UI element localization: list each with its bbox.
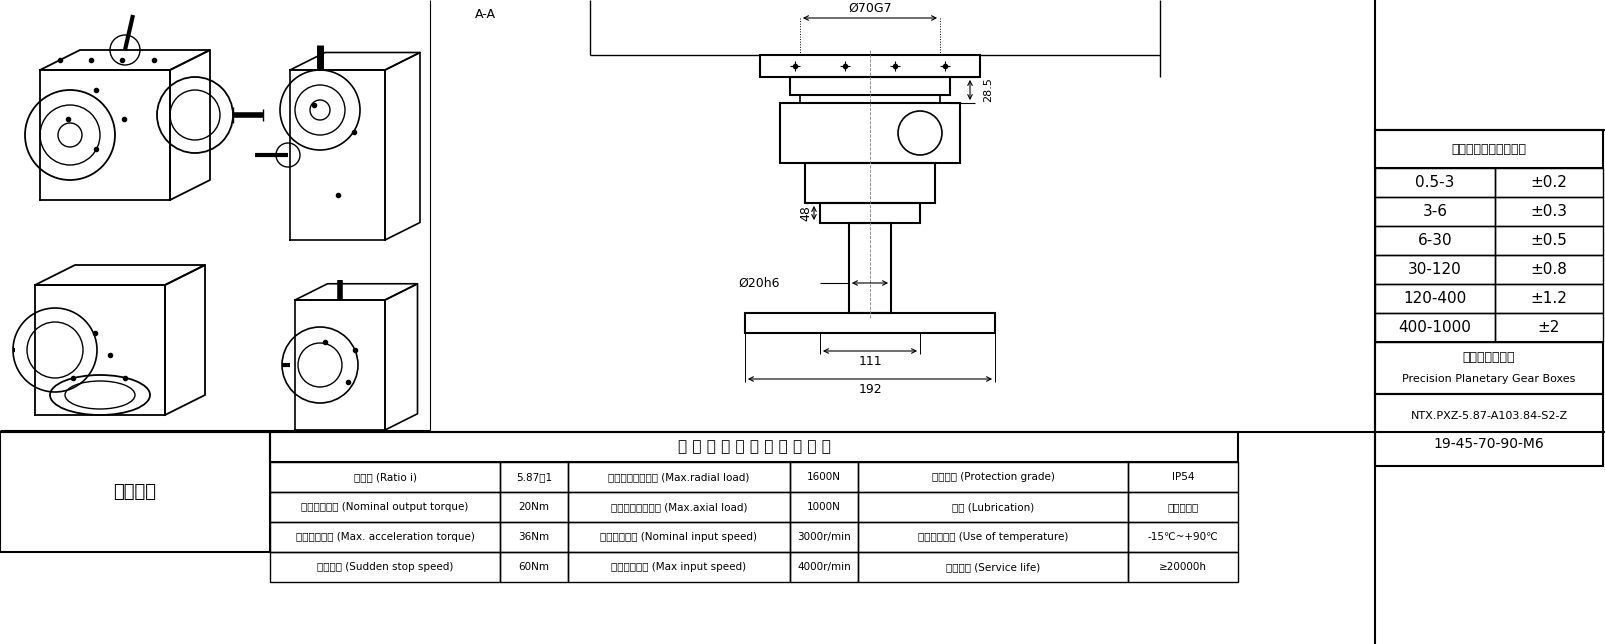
Text: NTX.PXZ-5.87-A103.84-S2-Z: NTX.PXZ-5.87-A103.84-S2-Z	[1411, 411, 1568, 421]
Text: 20Nm: 20Nm	[518, 502, 549, 512]
Bar	[1375, 226, 1494, 255]
Bar	[1494, 197, 1603, 226]
Bar	[1494, 255, 1603, 284]
Bar	[1375, 313, 1494, 342]
Bar	[1375, 342, 1603, 394]
Text: ±0.5: ±0.5	[1531, 233, 1568, 248]
Bar	[1128, 522, 1237, 552]
Bar	[501, 552, 568, 582]
Text: 使用寿命 (Service life): 使用寿命 (Service life)	[945, 562, 1040, 572]
Bar	[849, 223, 891, 313]
Text: 5.87：1: 5.87：1	[515, 472, 552, 482]
Bar	[1494, 313, 1603, 342]
Bar	[501, 522, 568, 552]
Text: 120-400: 120-400	[1403, 291, 1467, 306]
Text: ±0.3: ±0.3	[1531, 204, 1568, 219]
Text: 容许最大径向载荷 (Max.radial load): 容许最大径向载荷 (Max.radial load)	[608, 472, 750, 482]
Text: 最大输入转速 (Max input speed): 最大输入转速 (Max input speed)	[612, 562, 746, 572]
Text: Precision Planetary Gear Boxes: Precision Planetary Gear Boxes	[1403, 374, 1576, 384]
Text: ±0.2: ±0.2	[1531, 175, 1568, 190]
Text: 111: 111	[859, 354, 881, 368]
Text: 使用环境温度 (Use of temperature): 使用环境温度 (Use of temperature)	[918, 532, 1069, 542]
Bar	[780, 103, 960, 163]
Text: 精 密 行 星 减 速 机 技 术 参 数: 精 密 行 星 减 速 机 技 术 参 数	[677, 439, 830, 455]
Bar	[761, 55, 981, 77]
Bar	[270, 462, 501, 492]
Bar	[0, 432, 270, 552]
Text: A-A: A-A	[475, 8, 496, 21]
Text: 额定输入转速 (Nominal input speed): 额定输入转速 (Nominal input speed)	[600, 532, 758, 542]
Text: 36Nm: 36Nm	[518, 532, 549, 542]
Bar	[270, 552, 501, 582]
Bar	[1375, 394, 1603, 466]
Bar	[859, 462, 1128, 492]
Text: ±1.2: ±1.2	[1531, 291, 1568, 306]
Bar	[790, 77, 950, 95]
Text: 防护等级 (Protection grade): 防护等级 (Protection grade)	[931, 472, 1054, 482]
Text: 特殊注明: 特殊注明	[114, 483, 157, 501]
Bar	[1128, 552, 1237, 582]
Text: 额定承载扭矩 (Nominal output torque): 额定承载扭矩 (Nominal output torque)	[302, 502, 469, 512]
Bar	[859, 522, 1128, 552]
Text: 1600N: 1600N	[807, 472, 841, 482]
Text: 30-120: 30-120	[1408, 262, 1462, 277]
Text: 60Nm: 60Nm	[518, 562, 549, 572]
Bar	[859, 492, 1128, 522]
Text: 3-6: 3-6	[1422, 204, 1448, 219]
Text: 容许最大轴向载荷 (Max.axial load): 容许最大轴向载荷 (Max.axial load)	[612, 502, 748, 512]
Bar	[790, 462, 859, 492]
Text: Ø70G7: Ø70G7	[847, 1, 892, 15]
Text: 减速比 (Ratio i): 减速比 (Ratio i)	[353, 472, 417, 482]
Text: 192: 192	[859, 383, 881, 395]
Text: 4000r/min: 4000r/min	[798, 562, 851, 572]
Bar	[859, 552, 1128, 582]
Bar	[270, 492, 501, 522]
Bar	[1375, 168, 1494, 197]
Bar	[806, 163, 936, 203]
Text: 未注线性尺寸极限偏差: 未注线性尺寸极限偏差	[1451, 142, 1526, 155]
Text: 6-30: 6-30	[1417, 233, 1453, 248]
Bar	[790, 552, 859, 582]
Bar	[501, 492, 568, 522]
Bar	[270, 522, 501, 552]
Text: 润滑 (Lubrication): 润滑 (Lubrication)	[952, 502, 1034, 512]
Bar	[1494, 168, 1603, 197]
Bar	[745, 313, 995, 333]
Bar	[820, 203, 920, 223]
Text: 3000r/min: 3000r/min	[798, 532, 851, 542]
Bar	[568, 492, 790, 522]
Bar	[270, 432, 1237, 462]
Bar	[1494, 226, 1603, 255]
Text: 合成润滑脂: 合成润滑脂	[1167, 502, 1199, 512]
Text: Ø20h6: Ø20h6	[738, 276, 780, 290]
Bar	[1375, 255, 1494, 284]
Text: 48: 48	[799, 205, 812, 221]
Text: IP54: IP54	[1172, 472, 1194, 482]
Text: 急停扭矩 (Sudden stop speed): 急停扭矩 (Sudden stop speed)	[316, 562, 453, 572]
Text: 1000N: 1000N	[807, 502, 841, 512]
Text: ±0.8: ±0.8	[1531, 262, 1568, 277]
Text: ±2: ±2	[1538, 320, 1560, 335]
Text: 28.5: 28.5	[982, 77, 993, 102]
Bar	[568, 552, 790, 582]
Bar	[1128, 492, 1237, 522]
Bar	[568, 522, 790, 552]
Bar	[1375, 130, 1603, 168]
Bar	[790, 492, 859, 522]
Bar	[1375, 284, 1494, 313]
Text: 最大加速力矩 (Max. acceleration torque): 最大加速力矩 (Max. acceleration torque)	[295, 532, 475, 542]
Text: 400-1000: 400-1000	[1398, 320, 1472, 335]
Bar	[790, 522, 859, 552]
Text: 19-45-70-90-M6: 19-45-70-90-M6	[1433, 437, 1544, 451]
Bar	[501, 462, 568, 492]
Bar	[799, 95, 941, 103]
Text: -15℃~+90℃: -15℃~+90℃	[1148, 532, 1218, 542]
Bar	[1128, 462, 1237, 492]
Bar	[568, 462, 790, 492]
Bar	[1494, 284, 1603, 313]
Bar	[1375, 197, 1494, 226]
Text: ≥20000h: ≥20000h	[1159, 562, 1207, 572]
Text: 0.5-3: 0.5-3	[1416, 175, 1454, 190]
Text: 精密行星减速機: 精密行星减速機	[1462, 350, 1515, 363]
